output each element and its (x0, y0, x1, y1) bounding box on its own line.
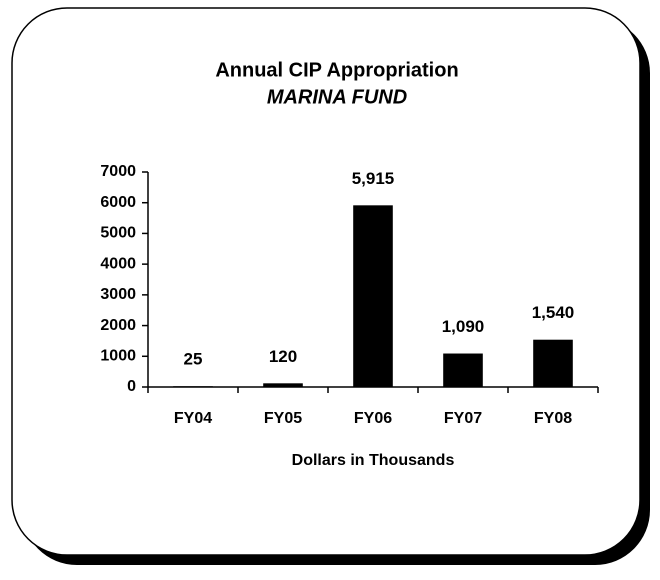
chart-subtitle: MARINA FUND (267, 86, 407, 108)
y-tick-label: 7000 (100, 163, 136, 180)
bar (443, 353, 483, 387)
bar (173, 386, 213, 387)
bar (533, 339, 573, 387)
y-tick-label: 6000 (100, 194, 136, 211)
x-tick-label: FY06 (354, 410, 392, 427)
bar (263, 383, 303, 387)
y-tick-label: 5000 (100, 225, 136, 242)
data-label: 1,540 (532, 303, 575, 322)
x-tick-label: FY05 (264, 410, 302, 427)
chart-title: Annual CIP Appropriation (215, 59, 458, 81)
y-tick-label: 1000 (100, 348, 136, 365)
y-tick-label: 2000 (100, 317, 136, 334)
y-tick-label: 0 (127, 378, 136, 395)
data-label: 1,090 (442, 317, 485, 336)
x-axis-label: Dollars in Thousands (292, 452, 455, 469)
bar (353, 205, 393, 387)
data-label: 120 (269, 347, 297, 366)
data-label: 5,915 (352, 169, 395, 188)
x-tick-label: FY08 (534, 410, 572, 427)
y-tick-label: 3000 (100, 286, 136, 303)
frame (11, 7, 641, 556)
data-label: 25 (184, 350, 203, 369)
x-tick-label: FY07 (444, 410, 482, 427)
x-tick-label: FY04 (174, 410, 212, 427)
y-tick-label: 4000 (100, 255, 136, 272)
